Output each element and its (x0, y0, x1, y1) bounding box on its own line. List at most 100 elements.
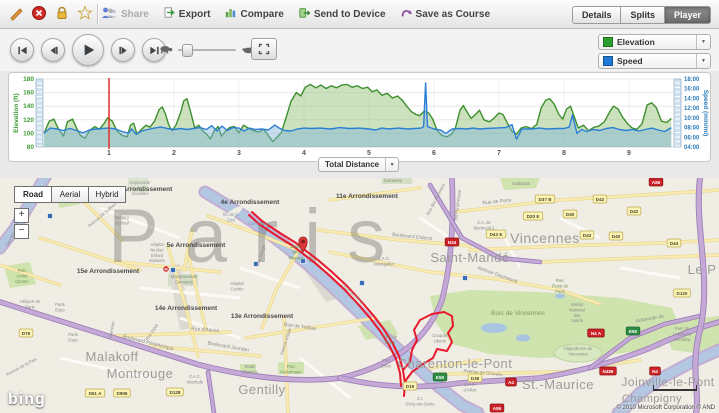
svg-text:D61 A: D61 A (89, 391, 103, 396)
gps-route-out (251, 211, 406, 397)
left-axis-tick: 180 (23, 76, 34, 83)
send-to-device-button[interactable]: Send to Device (299, 7, 386, 21)
tab-player[interactable]: Player (664, 6, 711, 24)
compare-button[interactable]: Compare (225, 7, 284, 21)
x-axis-tick: 1 (107, 150, 111, 157)
save-as-course-button[interactable]: Save as Course (401, 7, 490, 21)
elevation-series-dropdown[interactable]: Elevation ▼ (598, 34, 711, 50)
map-label: Charenton-le-Pont (398, 356, 513, 371)
road-shield: D61 A (84, 388, 106, 398)
chevron-down-icon[interactable]: ▼ (696, 35, 710, 49)
speed-slider-track[interactable] (178, 44, 236, 57)
tab-splits[interactable]: Splits (621, 6, 665, 24)
right-axis-tick: 06:00 (684, 135, 700, 141)
svg-text:D40: D40 (566, 212, 575, 217)
map-label: Jardin des Plantes (288, 244, 304, 260)
map-zoom-out-button[interactable]: − (14, 224, 29, 239)
x-axis-metric-label: Total Distance (325, 160, 380, 169)
export-button[interactable]: Export (164, 7, 211, 21)
map-label: St.-Maurice (522, 377, 594, 392)
star-icon[interactable] (77, 5, 93, 21)
map-zoom-in-button[interactable]: + (14, 208, 29, 223)
map-label: 11e Arrondissement (336, 193, 399, 200)
map-label: 15e Arrondissement (77, 268, 140, 275)
x-axis-metric-dropdown[interactable]: Total Distance ▼ (318, 157, 400, 172)
map-label: Port d'Ivry (381, 358, 392, 368)
road-shield: E50 (432, 372, 448, 382)
road-yellow (0, 263, 62, 287)
city-watermark-label: Paris (108, 194, 411, 279)
action-label: Share (121, 8, 149, 20)
map-street (139, 286, 241, 300)
map-label: Montparnasse Cemetery (171, 274, 198, 284)
map-label: Cemetery (384, 178, 403, 183)
toolbar: Share Export Compare Send to Device Save as … (0, 0, 719, 29)
series-label: Speed (617, 56, 643, 66)
speed-series-dropdown[interactable]: Speed ▼ (598, 53, 711, 69)
road-shield: D42 (626, 206, 642, 216)
speed-slider-handle[interactable] (182, 44, 193, 57)
map-hippodrome (553, 343, 603, 363)
map-style-road-button[interactable]: Road (14, 186, 52, 203)
map-park (240, 364, 256, 373)
map-label: 4e Arrondissement (221, 199, 280, 206)
delete-icon[interactable] (31, 5, 47, 21)
elevation-speed-chart-panel: 80 100 120 140 160 180 04:00 06:00 08:00 10:00 12:… (8, 72, 711, 162)
right-axis-tick: 18:00 (684, 77, 700, 83)
map-label: Paris Expo (55, 302, 65, 312)
road-shield: N486 (599, 366, 617, 376)
activity-edit-icons (8, 5, 116, 21)
road-shield: D38 (467, 373, 483, 383)
road-yellow (106, 330, 232, 338)
map-label: Joinville-le-Pont (621, 375, 714, 389)
lock-icon[interactable] (54, 5, 70, 21)
map-label: 7e Arrondissement (114, 186, 173, 193)
map-label: Vincennes (510, 230, 580, 246)
map-style-aerial-button[interactable]: Aerial (52, 186, 89, 203)
road-shield: D19 (402, 381, 418, 391)
x-axis-tick: 9 (627, 150, 631, 157)
fullscreen-button[interactable] (251, 38, 277, 60)
player-controls: Elevation ▼ Speed ▼ (0, 29, 719, 71)
map-island (221, 206, 243, 222)
chevron-down-icon[interactable]: ▼ (696, 54, 710, 68)
left-axis-tick: 140 (23, 103, 34, 110)
transit-station-icon (462, 275, 468, 281)
elevation-speed-chart[interactable]: 80 100 120 140 160 180 04:00 06:00 08:00 10:00 12:… (9, 73, 710, 161)
action-label: Export (178, 8, 211, 20)
right-range-handle[interactable] (673, 78, 682, 148)
map-style-hybrid-button[interactable]: Hybrid (89, 186, 126, 203)
map-label: Stade Charléty (242, 364, 258, 374)
speed-swatch (603, 56, 613, 66)
map-label: Hippodrome de Vincennes (564, 346, 593, 356)
road-yellow (428, 358, 482, 370)
map-label: Malakoff (86, 349, 139, 364)
road-shield: D76 (18, 328, 34, 338)
svg-text:N4: N4 (652, 369, 658, 374)
bing-logo[interactable]: bing (8, 391, 46, 408)
road-shield: N4 A (587, 328, 605, 338)
road-shield: N4 (649, 366, 661, 376)
map-label: Parc André Citroën (15, 268, 29, 284)
tab-details[interactable]: Details (571, 6, 622, 24)
x-axis-tick: 7 (497, 150, 501, 157)
map-label: 13e Arrondissement (231, 313, 294, 320)
chevron-down-icon[interactable]: ▼ (385, 158, 398, 171)
left-range-handle[interactable] (35, 78, 44, 148)
map-park (430, 290, 680, 358)
road-shield: N34 (444, 237, 460, 247)
step-forward-button[interactable] (111, 38, 135, 62)
map[interactable]: Paris M 7e Arrondissement Esplanade des Inval… (0, 165, 719, 413)
map-lake (555, 293, 565, 299)
play-button[interactable] (72, 34, 104, 66)
map-street (99, 206, 181, 240)
road-yellow (182, 228, 194, 272)
skip-to-start-button[interactable] (10, 38, 34, 62)
step-back-button[interactable] (41, 38, 65, 62)
svg-text:N34: N34 (448, 240, 457, 245)
position-marker[interactable] (298, 236, 308, 253)
edit-icon[interactable] (8, 5, 24, 21)
elevation-line (43, 83, 672, 143)
map-lake (481, 323, 507, 333)
